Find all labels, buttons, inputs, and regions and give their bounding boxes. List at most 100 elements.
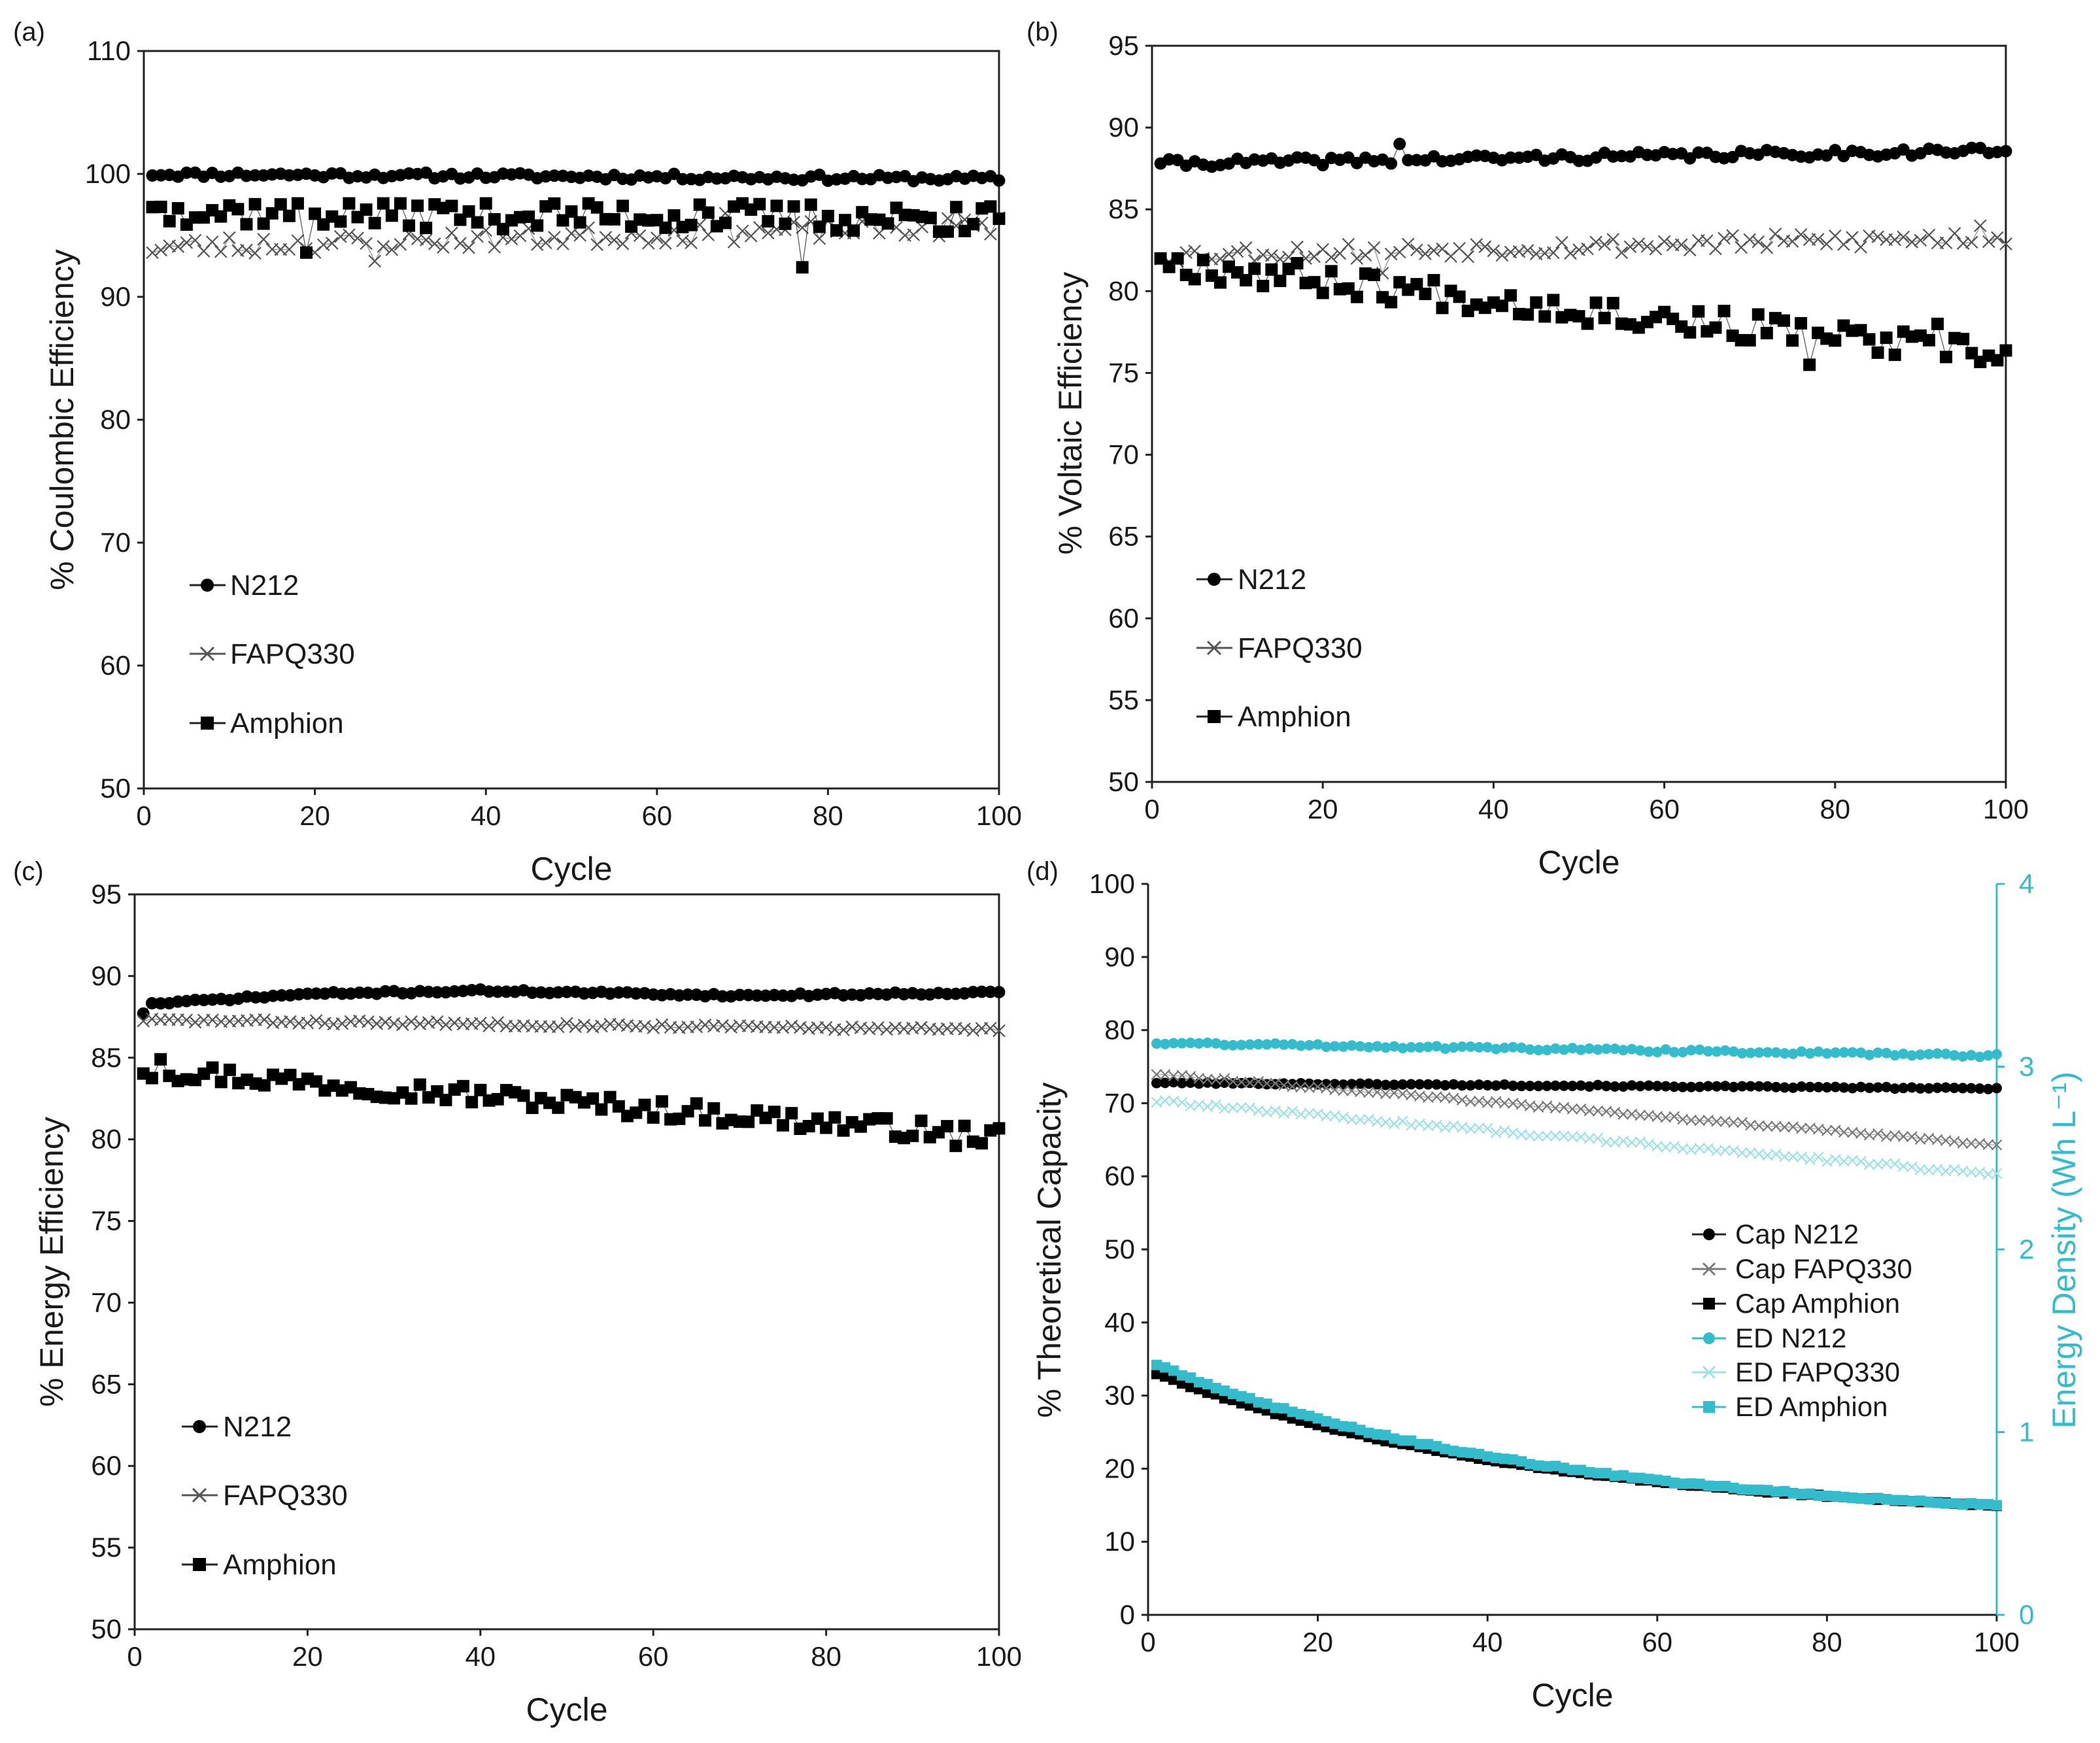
data-point [301,1016,314,1030]
x-tick-label: 60 [641,800,672,831]
data-point [1660,1111,1672,1123]
data-point [530,238,544,251]
data-point [1777,314,1790,327]
data-point [1617,1081,1629,1092]
data-point [1572,154,1585,167]
data-point [1677,1047,1688,1058]
data-point [1718,231,1731,245]
data-point [742,1115,755,1128]
data-point [419,233,433,246]
data-point [1291,240,1304,254]
y-tick-label: 10 [1104,1526,1135,1557]
data-point [1915,1495,1926,1506]
data-point [1448,1092,1459,1104]
data-point [1151,1069,1162,1080]
data-point [1745,1047,1756,1058]
data-point [762,214,775,228]
data-point [1906,1496,1918,1507]
panel-b-x-tick-labels: 0 20 40 60 80 100 [1144,782,2029,824]
series-line [1156,1100,1997,1175]
data-point [362,1015,375,1028]
data-point [655,1095,668,1108]
data-point [1465,1447,1476,1459]
panel-d-series [1151,1037,2003,1512]
data-point [1474,1079,1485,1091]
data-point [1634,1081,1646,1092]
data-point [727,235,741,248]
data-point [1270,1402,1281,1413]
data-point [1219,1102,1230,1114]
data-point [316,238,330,252]
data-point [1838,1126,1850,1138]
y-tick-label: 70 [1104,1087,1135,1118]
data-point [1677,1478,1688,1489]
data-point [983,1021,997,1035]
data-point [1626,1137,1638,1148]
data-point [676,173,689,186]
data-point [1389,1118,1400,1130]
y-tick-label: 30 [1104,1380,1135,1411]
y-tick-label: 55 [1108,685,1139,715]
data-point [1516,1098,1527,1110]
data-point [1346,1079,1357,1090]
y-tick-label: 75 [91,1206,122,1236]
data-point [240,218,253,231]
data-point [214,1075,228,1089]
data-point [1253,1078,1264,1089]
data-point [1278,1039,1289,1050]
data-point [1419,288,1432,301]
y-tick-label: 65 [1108,521,1139,552]
data-point [1692,305,1705,318]
data-point [1762,1081,1773,1092]
data-point [137,1007,150,1020]
data-point [1668,1047,1680,1058]
data-point [1427,274,1440,287]
x-tick-label: 40 [471,800,501,831]
data-point [1176,1038,1187,1049]
data-point [188,1015,202,1029]
data-point [214,245,228,258]
legend-label-cap-fapq330: Cap FAPQ330 [1735,1253,1912,1284]
data-point [1830,1491,1841,1502]
data-point [1185,1381,1196,1393]
data-point [1660,1142,1672,1153]
data-point [1530,296,1543,309]
data-point [1940,1165,1952,1177]
data-point [1422,1092,1434,1104]
data-point [1583,1081,1595,1092]
x-tick-label: 40 [465,1641,496,1672]
data-point [796,261,809,274]
data-point [1338,1041,1349,1052]
data-point [1278,1403,1289,1414]
data-point [1847,1047,1858,1058]
data-point [777,1119,789,1132]
data-point [1872,1493,1884,1504]
data-point [1402,154,1415,167]
data-point [830,224,843,237]
data-point [454,237,467,250]
data-point [428,237,441,250]
data-point [1265,263,1278,276]
legend-entry-cap-fapq330: Cap FAPQ330 [1692,1253,1912,1284]
data-point [647,1021,660,1034]
data-point [1948,1164,1960,1176]
data-point [1559,1080,1570,1091]
data-point [1949,1498,1960,1509]
data-point [1583,1466,1595,1478]
data-point [300,246,313,259]
data-point [1213,276,1227,289]
panel-b-y-axis-title: % Voltaic Efficiency [1052,272,1089,555]
data-point [205,235,219,248]
data-point [343,197,356,210]
data-point [1711,1046,1722,1057]
data-point [1185,1077,1196,1089]
data-point [1363,1041,1374,1053]
data-point [214,210,228,223]
data-point [445,199,458,212]
data-point [1709,321,1722,334]
data-point [1490,1126,1502,1138]
data-point [1521,244,1534,257]
data-point [1871,346,1884,359]
data-point [1219,1385,1230,1396]
data-point [1991,354,2004,367]
